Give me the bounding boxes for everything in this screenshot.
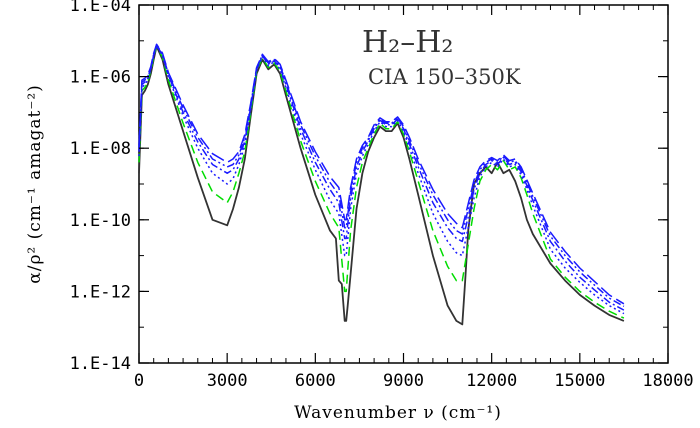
series-line-1	[138, 45, 625, 326]
series-line-2	[138, 45, 625, 319]
x-tick-label: 6000	[295, 371, 336, 391]
x-tick-label: 15000	[554, 371, 605, 391]
y-tick-label: 1.E-10	[70, 211, 131, 231]
y-tick-label: 1.E-06	[70, 68, 131, 88]
x-tick-label: 12000	[466, 371, 517, 391]
series-layer	[138, 43, 625, 326]
chart-title: H₂–H₂	[362, 25, 453, 60]
series-line-6	[138, 43, 625, 305]
y-tick-label: 1.E-08	[70, 139, 131, 159]
chart-subtitle: CIA 150–350K	[368, 65, 521, 89]
x-axis-title: Wavenumber ν (cm⁻¹)	[294, 403, 502, 423]
x-tick-label: 18000	[642, 371, 693, 391]
y-tick-label: 1.E-12	[70, 282, 131, 302]
x-tick-label: 0	[134, 371, 144, 391]
ticks-layer: 0 3000 6000 9000 12000 15000 18000 1.E-14 1.E-12…	[70, 0, 694, 391]
y-axis-title: α/ρ² (cm⁻¹ amagat⁻²)	[25, 84, 45, 284]
y-tick-label: 1.E-04	[70, 0, 131, 16]
y-tick-label: 1.E-14	[70, 354, 131, 374]
series-line-4	[138, 44, 625, 311]
series-line-3	[138, 45, 625, 315]
x-tick-label: 3000	[207, 371, 248, 391]
series-line-5	[138, 43, 625, 308]
x-tick-label: 9000	[383, 371, 424, 391]
